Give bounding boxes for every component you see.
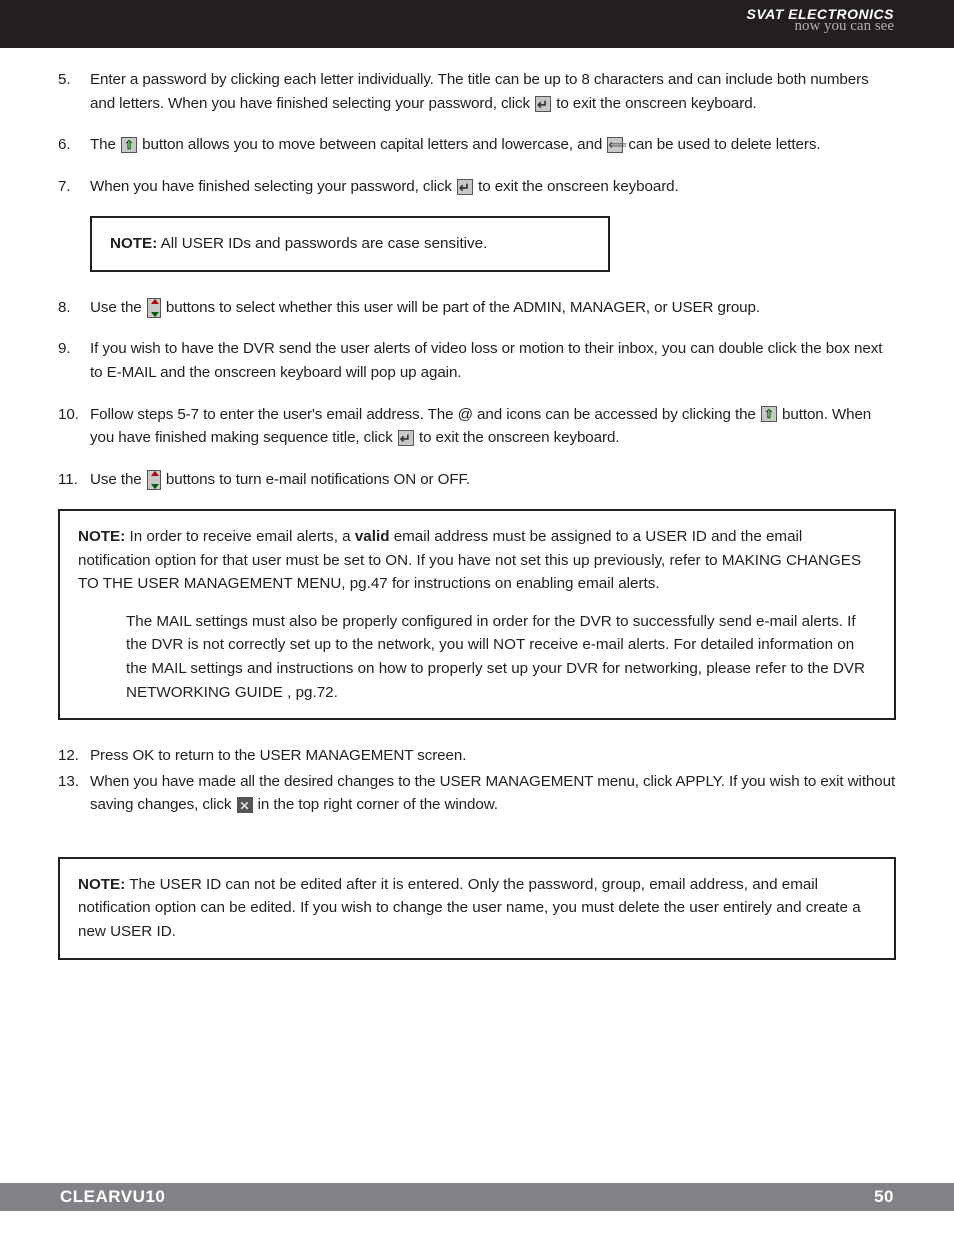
step-number: 13. — [58, 770, 90, 817]
step-number: 9. — [58, 337, 90, 384]
header-bar: SVAT ELECTRONICS now you can see — [0, 0, 954, 48]
note-label: NOTE: — [110, 235, 157, 252]
step-text: Use the buttons to turn e-mail notificat… — [90, 468, 896, 492]
note-box-2: NOTE: In order to receive email alerts, … — [58, 509, 896, 720]
step-number: 6. — [58, 133, 90, 157]
text-part: In order to receive email alerts, a — [125, 528, 355, 545]
step-text: Enter a password by clicking each letter… — [90, 68, 896, 115]
text-part: Use the — [90, 299, 146, 316]
step-5: 5. Enter a password by clicking each let… — [58, 68, 896, 115]
step-10: 10. Follow steps 5-7 to enter the user's… — [58, 403, 896, 450]
note-text: The USER ID can not be edited after it i… — [78, 876, 861, 940]
step-13: 13. When you have made all the desired c… — [58, 770, 896, 817]
step-number: 5. — [58, 68, 90, 115]
enter-icon — [398, 430, 414, 446]
footer-product: CLEARVU10 — [60, 1187, 165, 1207]
text-part: buttons to turn e-mail notifications ON … — [162, 471, 470, 488]
step-11: 11. Use the buttons to turn e-mail notif… — [58, 468, 896, 492]
footer-page: 50 — [874, 1187, 894, 1207]
note-label: NOTE: — [78, 876, 125, 893]
shift-icon — [121, 137, 137, 153]
step-7: 7. When you have finished selecting your… — [58, 175, 896, 199]
shift-icon — [761, 406, 777, 422]
step-text: Press OK to return to the USER MANAGEMEN… — [90, 744, 896, 768]
note-paragraph: NOTE: In order to receive email alerts, … — [78, 525, 876, 596]
backspace-icon — [607, 137, 623, 153]
enter-icon — [535, 96, 551, 112]
step-text: When you have finished selecting your pa… — [90, 175, 896, 199]
step-number: 12. — [58, 744, 90, 768]
text-part: Follow steps 5-7 to enter the user's ema… — [90, 406, 760, 423]
text-part: to exit the onscreen keyboard. — [552, 95, 757, 112]
step-number: 8. — [58, 296, 90, 320]
step-number: 10. — [58, 403, 90, 450]
step-6: 6. The button allows you to move between… — [58, 133, 896, 157]
footer-bar: CLEARVU10 50 — [0, 1183, 954, 1211]
text-part: button allows you to move between capita… — [138, 136, 606, 153]
step-text: Follow steps 5-7 to enter the user's ema… — [90, 403, 896, 450]
step-text: Use the buttons to select whether this u… — [90, 296, 896, 320]
text-part: When you have finished selecting your pa… — [90, 178, 456, 195]
text-part: Use the — [90, 471, 146, 488]
text-part: to exit the onscreen keyboard. — [474, 178, 679, 195]
step-number: 7. — [58, 175, 90, 199]
bold-text: valid — [355, 528, 390, 545]
close-icon — [237, 797, 253, 813]
note-box-1: NOTE: All USER IDs and passwords are cas… — [90, 216, 610, 272]
note-text: All USER IDs and passwords are case sens… — [157, 235, 487, 252]
brand-block: SVAT ELECTRONICS now you can see — [747, 6, 895, 35]
page-content: 5. Enter a password by clicking each let… — [0, 48, 954, 960]
note-paragraph: The MAIL settings must also be properly … — [78, 610, 876, 704]
text-part: to exit the onscreen keyboard. — [415, 429, 620, 446]
text-part: buttons to select whether this user will… — [162, 299, 760, 316]
step-number: 11. — [58, 468, 90, 492]
updown-icon — [147, 470, 161, 490]
updown-icon — [147, 298, 161, 318]
text-part: The — [90, 136, 120, 153]
enter-icon — [457, 179, 473, 195]
note-box-3: NOTE: The USER ID can not be edited afte… — [58, 857, 896, 960]
text-part: can be used to delete letters. — [624, 136, 820, 153]
note-label: NOTE: — [78, 528, 125, 545]
step-text: If you wish to have the DVR send the use… — [90, 337, 896, 384]
step-9: 9. If you wish to have the DVR send the … — [58, 337, 896, 384]
text-part: in the top right corner of the window. — [254, 796, 498, 813]
step-12: 12. Press OK to return to the USER MANAG… — [58, 744, 896, 768]
step-text: The button allows you to move between ca… — [90, 133, 896, 157]
step-8: 8. Use the buttons to select whether thi… — [58, 296, 896, 320]
step-text: When you have made all the desired chang… — [90, 770, 896, 817]
